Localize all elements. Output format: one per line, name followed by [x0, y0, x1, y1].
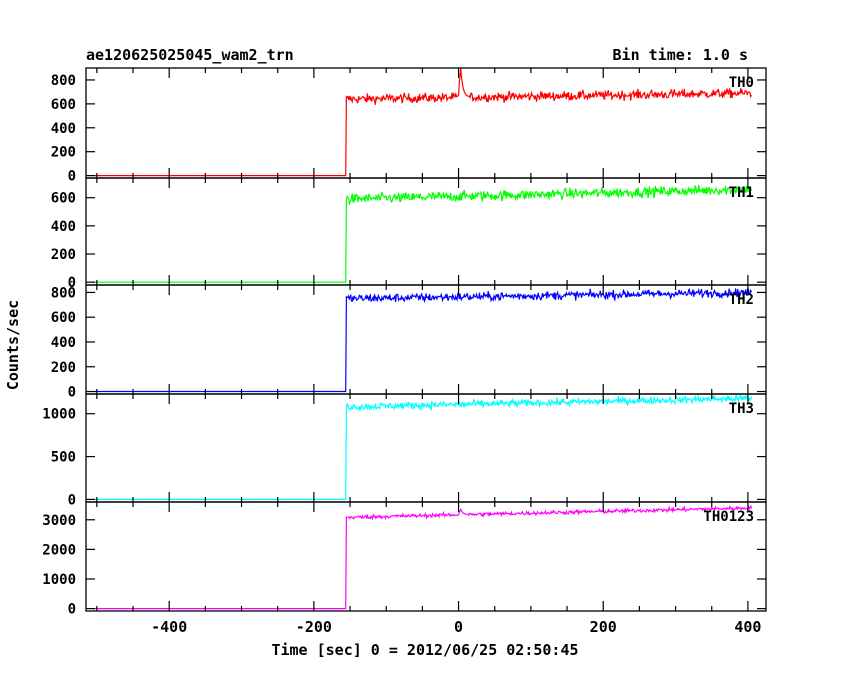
series-line-th0123 [93, 504, 753, 610]
panel-th2: 0 200 400 600 800 TH2 [51, 284, 767, 401]
y-tick-label: 800 [51, 73, 76, 89]
y-tick-label: 400 [51, 121, 76, 137]
panel-th1: 0 200 400 600 TH1 [51, 177, 767, 291]
y-tick-label: 3000 [42, 513, 76, 529]
x-tick-label: -400 [151, 618, 187, 636]
x-tick-label: -200 [296, 618, 332, 636]
panel-label-th0123: TH0123 [703, 509, 754, 525]
panel-label-th1: TH1 [729, 185, 754, 201]
panel-label-th0: TH0 [729, 75, 754, 91]
x-tick-label: 0 [454, 618, 463, 636]
y-tick-label: 200 [51, 360, 76, 376]
series-line-th2 [93, 287, 753, 393]
y-tick-label: 0 [68, 169, 76, 185]
series-line-th0 [93, 68, 753, 177]
y-tick-label: 1000 [42, 407, 76, 423]
y-axis-label: Counts/sec [4, 300, 22, 390]
panel-frame [85, 284, 767, 395]
panel-frame [85, 393, 767, 503]
x-tick-label: 200 [590, 618, 617, 636]
y-tick-label: 600 [51, 191, 76, 207]
series-line-th3 [93, 394, 753, 500]
panels-group: 0 200 400 600 800 TH0 0 200 400 600 TH1 0 200 400 600 8… [42, 67, 767, 636]
y-tick-label: 400 [51, 219, 76, 235]
y-tick-label: 0 [68, 385, 76, 401]
panel-frame [85, 67, 767, 179]
y-tick-label: 0 [68, 275, 76, 291]
x-tick-label: 400 [734, 618, 761, 636]
x-axis-label: Time [sec] 0 = 2012/06/25 02:50:45 [271, 641, 578, 659]
y-tick-label: 2000 [42, 542, 76, 558]
panel-frame [85, 501, 767, 612]
y-tick-label: 200 [51, 145, 76, 161]
panel-th3: 0 500 1000 TH3 [42, 393, 767, 508]
y-tick-label: 400 [51, 335, 76, 351]
panel-label-th3: TH3 [729, 401, 754, 417]
y-tick-label: 1000 [42, 572, 76, 588]
panel-label-th2: TH2 [729, 292, 754, 308]
chart-title: ae120625025045_wam2_trn [86, 46, 294, 64]
y-tick-label: 0 [68, 492, 76, 508]
y-tick-label: 600 [51, 97, 76, 113]
panel-th0: 0 200 400 600 800 TH0 [51, 67, 767, 185]
panel-th0123: 0 1000 2000 3000 TH0123 [42, 501, 767, 618]
panel-frame [85, 177, 767, 286]
y-tick-label: 200 [51, 247, 76, 263]
y-tick-label: 800 [51, 285, 76, 301]
x-axis-labels: -400 -200 0 200 400 [151, 618, 761, 636]
y-tick-label: 600 [51, 310, 76, 326]
series-line-th1 [93, 184, 753, 283]
y-tick-label: 0 [68, 602, 76, 618]
y-tick-label: 500 [51, 450, 76, 466]
bin-time-label: Bin time: 1.0 s [613, 46, 748, 64]
